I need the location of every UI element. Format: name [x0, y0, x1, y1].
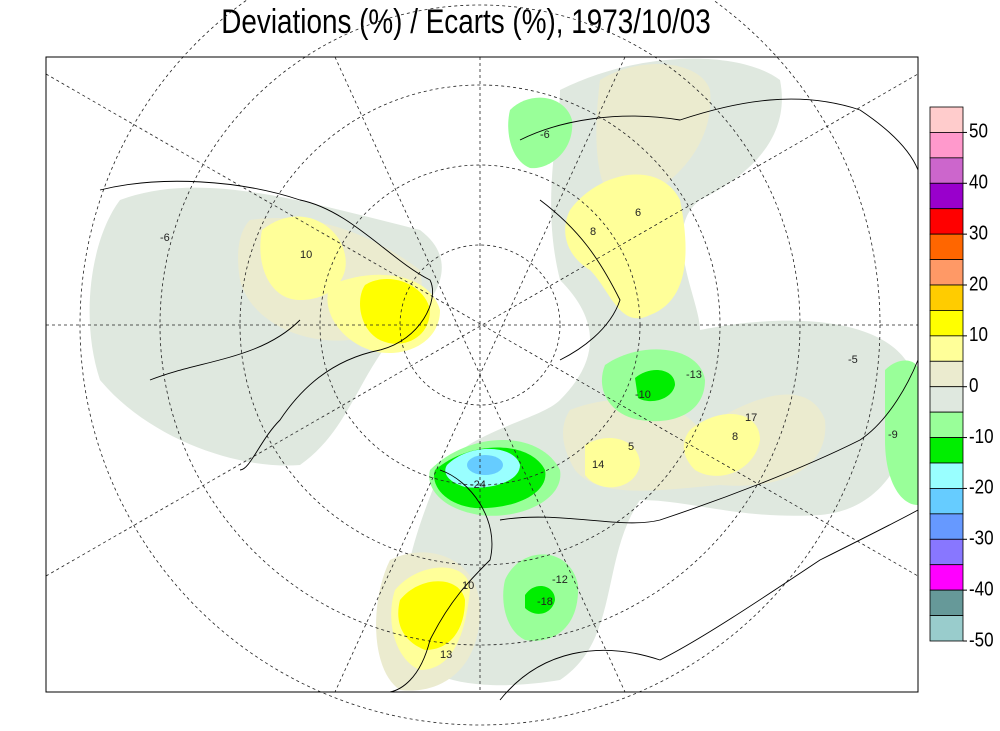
contour-label: -9: [888, 429, 898, 441]
colorbar-swatch: [929, 589, 964, 616]
map-frame: [45, 56, 919, 693]
contour-label: -12: [552, 574, 568, 586]
colorbar-tick-label: 50: [969, 119, 988, 142]
colorbar: 50 40 30 20 10 0 -10 -20 -30 -40 -50: [929, 106, 994, 651]
colorbar-swatch: [929, 157, 964, 184]
contour-label: -6: [540, 129, 550, 141]
colorbar-tick-label: 40: [969, 170, 988, 193]
colorbar-swatch: [929, 411, 964, 438]
colorbar-swatch: [929, 386, 964, 413]
colorbar-swatch: [929, 310, 964, 337]
colorbar-tick-label: 30: [969, 221, 988, 244]
colorbar-swatch: [929, 488, 964, 515]
colorbar-swatch: [929, 335, 964, 362]
colorbar-swatch: [929, 538, 964, 566]
colorbar-swatch: [929, 564, 964, 591]
colorbar-swatch: [929, 233, 964, 260]
contour-label: 8: [590, 226, 596, 238]
colorbar-swatch: [929, 437, 964, 464]
colorbar-swatch: [929, 182, 964, 210]
colorbar-tick-label: -10: [969, 425, 994, 448]
colorbar-tick-label: -50: [969, 628, 994, 651]
contour-labels: -6 6 8 10 -6 -24 -10 -13 14 5 8 17 -5 -9…: [160, 129, 898, 661]
coastline: [99, 98, 919, 701]
contour-label: 5: [628, 441, 634, 453]
contour-label: 13: [440, 649, 452, 661]
colorbar-swatch: [929, 106, 964, 133]
contour-label: 6: [635, 207, 641, 219]
colorbar-tick-label: 0: [969, 374, 978, 397]
colorbar-tick-label: 20: [969, 272, 988, 295]
colorbar-swatch: [929, 360, 964, 388]
colorbar-swatch: [929, 208, 964, 235]
colorbar-swatch: [929, 132, 964, 159]
anomaly-fill-pos-15: [360, 279, 465, 650]
colorbar-tick-label: -30: [969, 526, 994, 549]
map: -6 6 8 10 -6 -24 -10 -13 14 5 8 17 -5 -9…: [45, 0, 919, 726]
contour-label: -18: [537, 596, 553, 608]
graticule: [45, 0, 919, 726]
contour-label: -13: [686, 369, 702, 381]
contour-label: -6: [160, 232, 170, 244]
contour-label: 17: [745, 412, 757, 424]
colorbar-swatch: [929, 259, 964, 286]
contour-label: 10: [462, 580, 474, 592]
colorbar-tick-label: -20: [969, 475, 994, 498]
anomaly-fill-neg-20: [445, 448, 520, 488]
colorbar-swatch: [929, 284, 964, 311]
colorbar-swatch: [929, 513, 964, 540]
colorbar-tick-label: -40: [969, 577, 994, 600]
colorbar-tick-label: 10: [969, 323, 988, 346]
colorbar-swatch: [929, 462, 964, 489]
contour-label: 10: [300, 249, 312, 261]
contour-label: -10: [635, 389, 651, 401]
contour-label: 14: [592, 459, 604, 471]
contour-label: -5: [848, 354, 858, 366]
colorbar-swatch: [929, 615, 964, 642]
contour-label: 8: [732, 431, 738, 443]
contour-label: -24: [470, 479, 486, 491]
title: Deviations (%) / Ecarts (%), 1973/10/03: [221, 2, 710, 40]
